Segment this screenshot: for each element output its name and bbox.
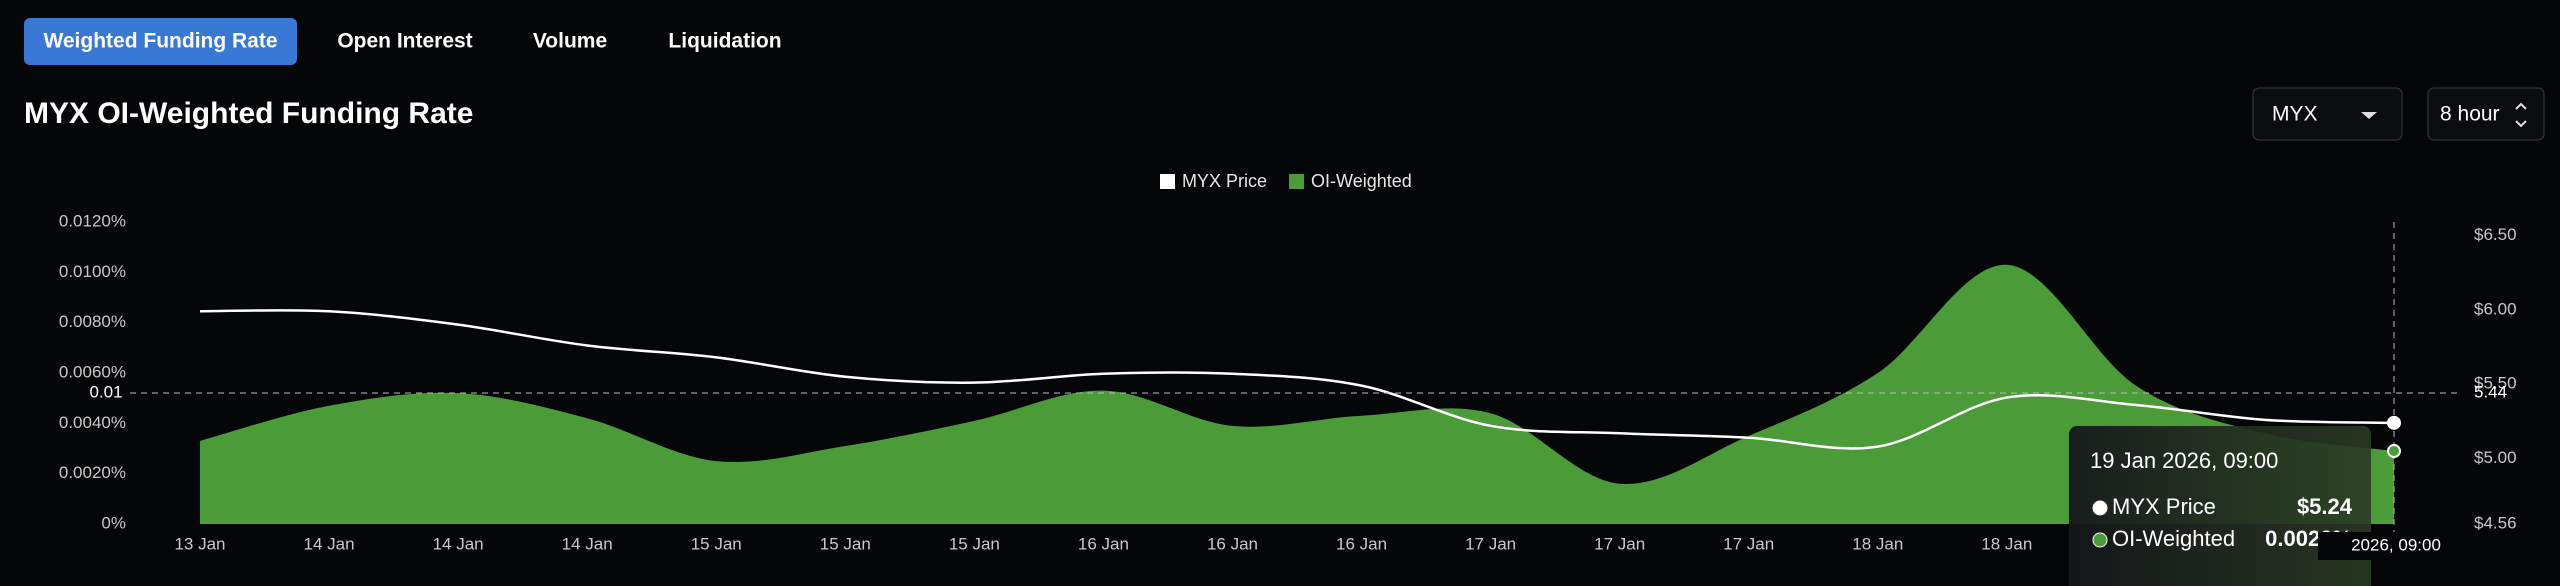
x-tick-label: 17 Jan [1465,534,1516,553]
tab-bar: Weighted Funding Rate Open Interest Volume… [24,18,782,65]
legend-swatch[interactable] [1160,174,1175,189]
chart: 0% 0.0020% 0.0040% 0.0060% 0.0080% 0.0100% 0.0… [59,171,2517,586]
x-tick-label: 15 Jan [691,534,742,553]
select-box[interactable] [2252,87,2403,141]
legend-label[interactable]: OI-Weighted [1311,171,1412,191]
x-tick-label: 15 Jan [949,534,1000,553]
tab[interactable]: Liquidation [668,30,781,53]
select-label: MYX [2272,103,2318,126]
tooltip: 19 Jan 2026, 09:00 MYX Price $5.24 OI-Weigh… [2069,426,2371,586]
tab[interactable]: Open Interest [337,30,472,53]
crosshair-x-label: 2026, 09:00 [2351,535,2441,554]
interval-select[interactable]: 8 hour [2427,87,2545,141]
x-tick-label: 18 Jan [1852,534,1903,553]
y-tick-label: 0.0040% [59,413,126,432]
y-tick-label: 0.0020% [59,463,126,482]
y2-tick-label: $4.56 [2474,513,2517,532]
tooltip-series: OI-Weighted [2112,526,2235,551]
crosshair-x-bg [2318,532,2470,560]
tooltip-value: $5.24 [2297,494,2353,519]
caret [2515,102,2527,128]
x-tick-label: 15 Jan [820,534,871,553]
y-tick-label: 0% [101,513,126,532]
tooltip-dot [2092,532,2108,548]
y-tick-label: 0.0100% [59,262,126,281]
crosshair-label-bg [76,380,128,406]
crosshair-y2-label: 5.44 [2474,382,2507,401]
tooltip-series: MYX Price [2112,494,2216,519]
x-tick-label: 14 Jan [304,534,355,553]
caret [2361,112,2377,119]
y-tick-label: 0.0060% [59,362,126,381]
y2-tick-label: $6.00 [2474,299,2517,318]
y2-tick-label: $5.50 [2474,374,2517,393]
hover-marker [2387,415,2401,430]
chart-title: MYX OI-Weighted Funding Rate [24,97,473,130]
symbol-select[interactable]: MYX [2252,87,2403,141]
x-tick-label: 14 Jan [433,534,484,553]
x-tick-label: 17 Jan [1594,534,1645,553]
legend-swatch[interactable] [1289,174,1305,189]
select-label: 8 hour [2440,103,2500,126]
x-tick-label: 13 Jan [174,534,225,553]
tooltip-dot [2092,500,2108,516]
tab-active-bg[interactable] [24,18,297,65]
legend-label[interactable]: MYX Price [1182,171,1267,191]
x-tick-label: 16 Jan [1336,534,1387,553]
crosshair-y-label: 0.01 [89,382,122,401]
x-tick-label: 16 Jan [1078,534,1129,553]
y2-tick-label: $5.00 [2474,448,2517,467]
select-box[interactable] [2427,87,2545,141]
tooltip-title: 19 Jan 2026, 09:00 [2090,448,2278,473]
hover-marker [2387,444,2401,459]
y-tick-label: 0.0120% [59,211,126,230]
x-tick-label: 14 Jan [562,534,613,553]
tooltip-bg [2069,426,2371,586]
tab[interactable]: Weighted Funding Rate [43,30,277,53]
x-tick-label: 16 Jan [1207,534,1258,553]
funding-area [200,264,2394,524]
y2-tick-label: $6.50 [2474,225,2517,244]
x-tick-label: 18 Jan [1981,534,2032,553]
tab[interactable]: Volume [533,30,607,53]
y-tick-label: 0.0080% [59,312,126,331]
price-line [199,309,2395,450]
legend: MYX Price OI-Weighted [1160,171,1412,191]
x-tick-label: 17 Jan [1723,534,1774,553]
